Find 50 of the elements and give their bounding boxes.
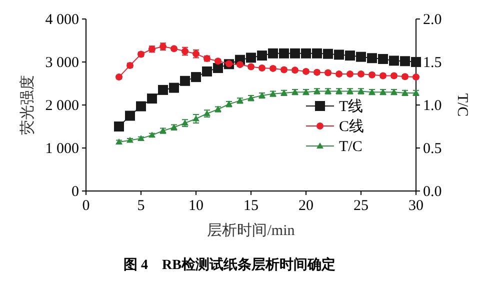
point [180,76,190,86]
point [169,82,179,93]
point [268,48,278,58]
y-axis-title: 荧光强度 [19,75,36,135]
x-tick-label: 15 [244,198,258,214]
y-tick-label: 4 000 [45,12,79,28]
point [125,110,135,121]
point [323,48,333,59]
point [158,84,168,95]
y2-tick-label: 1.0 [423,98,442,114]
point [389,56,399,66]
point [400,56,410,66]
point [367,53,377,64]
point [312,48,322,58]
x-axis-title: 层析时间/min [207,222,296,239]
point [147,94,157,104]
legend-label: T/C [339,139,362,155]
x-tick-label: 10 [188,198,204,214]
point [246,52,256,63]
point [301,48,311,58]
point [356,52,366,62]
legend-label: C线 [339,118,364,135]
y-tick-label: 1 000 [45,141,79,157]
point [279,48,289,58]
x-tick-label: 25 [354,198,368,214]
x-tick-label: 0 [82,198,90,214]
point [345,50,355,61]
y-tick-label: 0 [72,184,79,200]
legend-label: T线 [339,98,364,115]
point [290,48,300,58]
point [378,54,388,64]
y2-tick-label: 2.0 [423,12,442,28]
y2-tick-label: 0.0 [423,184,442,200]
x-tick-label: 20 [298,198,314,214]
point [202,66,212,76]
text: 图 4 RB检测试纸条层析时间确定 [124,256,336,273]
point [334,50,344,60]
y2-tick-label: 0.5 [423,141,442,157]
y2-tick-label: 1.5 [423,55,442,71]
x-tick-label: 5 [137,198,145,214]
y2-axis-title: T/C [454,93,470,117]
point [213,63,223,74]
x-tick-label: 30 [408,198,424,214]
point [114,122,124,132]
point [411,57,421,67]
point [257,50,267,61]
y-tick-label: 2 000 [45,98,79,114]
point [136,101,146,112]
y-tick-label: 3 000 [45,55,79,71]
point [191,72,201,82]
